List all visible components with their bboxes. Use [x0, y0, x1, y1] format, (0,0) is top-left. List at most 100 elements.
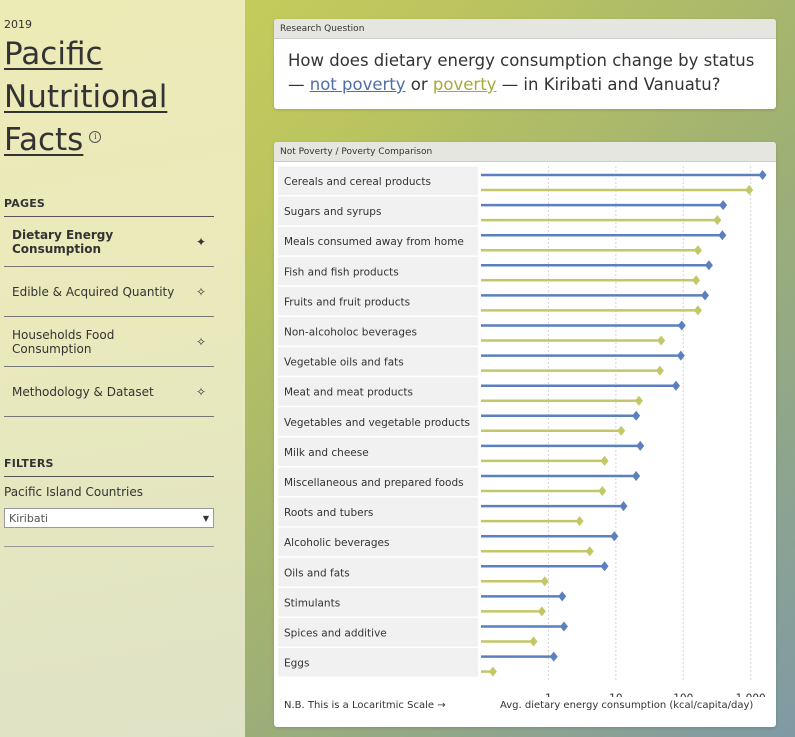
filters-section-label: FILTERS — [4, 457, 54, 470]
category-label-bg — [278, 166, 478, 196]
chevron-down-icon: ▼ — [202, 513, 209, 523]
category-label: Sugars and syrups — [284, 206, 381, 218]
category-label: Meat and meat products — [284, 387, 413, 399]
category-label: Oils and fats — [284, 567, 350, 579]
category-label-bg — [278, 648, 478, 677]
not_poverty-point[interactable] — [701, 290, 710, 301]
filled-diamond-icon: ✦ — [195, 234, 206, 249]
category-label-bg — [278, 437, 478, 466]
category-label-bg — [278, 618, 478, 647]
poverty-point[interactable] — [655, 365, 664, 376]
nav-item-methodology[interactable]: Methodology & Dataset ✧ — [4, 367, 214, 417]
comparison-chart: Cereals and cereal products Sugars and sy… — [278, 166, 767, 697]
not_poverty-point[interactable] — [558, 591, 567, 602]
not_poverty-point[interactable] — [677, 320, 686, 331]
outline-diamond-icon: ✧ — [195, 334, 206, 349]
poverty-point[interactable] — [657, 335, 666, 346]
not_poverty-point[interactable] — [758, 170, 767, 180]
nav-item-label: Households Food Consumption — [12, 327, 115, 356]
country-select[interactable]: Kiribati ▼ — [4, 508, 214, 528]
x-tick-label: 1,000 — [736, 693, 766, 697]
nav-item-label: Methodology & Dataset — [12, 384, 154, 399]
category-label-bg — [278, 347, 478, 376]
filters-bottom-divider — [4, 546, 214, 547]
poverty-point[interactable] — [617, 425, 626, 436]
category-label-bg — [278, 256, 478, 286]
category-label: Alcoholic beverages — [284, 537, 389, 549]
nav-item-edible-quantity[interactable]: Edible & Acquired Quantity ✧ — [4, 267, 214, 317]
category-label-bg — [278, 226, 478, 256]
x-tick-label: 10 — [609, 693, 622, 697]
not_poverty-point[interactable] — [600, 561, 609, 572]
category-label-bg — [278, 407, 478, 436]
poverty-point[interactable] — [575, 516, 584, 527]
poverty-point[interactable] — [585, 546, 594, 557]
question-text-or: or — [410, 75, 428, 94]
nav-item-households-food[interactable]: Households Food Consumption ✧ — [4, 317, 214, 367]
panel-header: Not Poverty / Poverty Comparison — [274, 142, 776, 162]
not_poverty-point[interactable] — [549, 651, 558, 662]
category-label: Roots and tubers — [284, 507, 373, 519]
not-poverty-link[interactable]: not poverty — [309, 75, 406, 94]
category-label-bg — [278, 286, 478, 316]
category-label-bg — [278, 527, 478, 557]
x-axis-title: Avg. dietary energy consumption (kcal/ca… — [500, 700, 754, 711]
category-label: Fruits and fruit products — [284, 296, 410, 308]
research-question-text: How does dietary energy consumption chan… — [274, 39, 776, 107]
not_poverty-point[interactable] — [636, 440, 645, 451]
not_poverty-point[interactable] — [559, 621, 568, 632]
pages-divider — [4, 216, 214, 217]
not_poverty-point[interactable] — [619, 501, 628, 512]
filters-divider — [4, 476, 214, 477]
not_poverty-point[interactable] — [704, 260, 713, 271]
poverty-point[interactable] — [488, 666, 497, 677]
not_poverty-point[interactable] — [632, 471, 641, 481]
pages-section-label: PAGES — [4, 197, 46, 210]
not_poverty-point[interactable] — [718, 230, 727, 241]
poverty-point[interactable] — [537, 606, 546, 617]
category-label-bg — [278, 587, 478, 617]
not_poverty-point[interactable] — [672, 380, 681, 391]
category-label: Non-alcoholoc beverages — [284, 327, 417, 339]
category-label: Cereals and cereal products — [284, 176, 431, 188]
panel-header: Research Question — [274, 19, 776, 39]
poverty-point[interactable] — [713, 215, 722, 226]
poverty-point[interactable] — [692, 275, 701, 286]
category-label: Fish and fish products — [284, 266, 399, 278]
not_poverty-point[interactable] — [719, 200, 728, 211]
outline-diamond-icon: ✧ — [195, 284, 206, 299]
category-label-bg — [278, 377, 478, 406]
outline-diamond-icon: ✧ — [195, 384, 206, 399]
poverty-point[interactable] — [693, 245, 702, 256]
not_poverty-point[interactable] — [610, 531, 619, 542]
category-label-bg — [278, 557, 478, 587]
poverty-point[interactable] — [529, 636, 538, 647]
category-label: Vegetables and vegetable products — [284, 417, 470, 429]
page-title-text: Pacific Nutritional Facts — [4, 36, 168, 158]
nav-item-label: Dietary Energy Consumption — [12, 227, 114, 256]
nav-item-label: Edible & Acquired Quantity — [12, 284, 175, 299]
poverty-link[interactable]: poverty — [432, 75, 497, 94]
category-label: Stimulants — [284, 597, 340, 609]
not_poverty-point[interactable] — [676, 350, 685, 361]
poverty-point[interactable] — [745, 185, 754, 195]
poverty-point[interactable] — [600, 455, 609, 466]
poverty-point[interactable] — [634, 395, 643, 406]
category-label-bg — [278, 196, 478, 226]
category-label: Spices and additive — [284, 628, 387, 640]
nav-item-dietary-energy[interactable]: Dietary Energy Consumption ✦ — [4, 217, 214, 267]
year-label: 2019 — [4, 18, 32, 31]
category-label: Meals consumed away from home — [284, 236, 464, 248]
category-label-bg — [278, 467, 478, 497]
filter-label: Pacific Island Countries — [4, 485, 144, 499]
scale-footnote: N.B. This is a Locaritmic Scale → — [284, 700, 446, 711]
category-label: Vegetable oils and fats — [284, 357, 404, 369]
category-label-bg — [278, 497, 478, 527]
poverty-point[interactable] — [693, 305, 702, 316]
poverty-point[interactable] — [598, 486, 607, 496]
x-tick-label: 100 — [673, 693, 693, 697]
info-icon[interactable]: i — [89, 130, 102, 143]
poverty-point[interactable] — [540, 576, 549, 587]
page-title: Pacific Nutritional Facts i — [4, 33, 234, 162]
not_poverty-point[interactable] — [632, 410, 641, 421]
